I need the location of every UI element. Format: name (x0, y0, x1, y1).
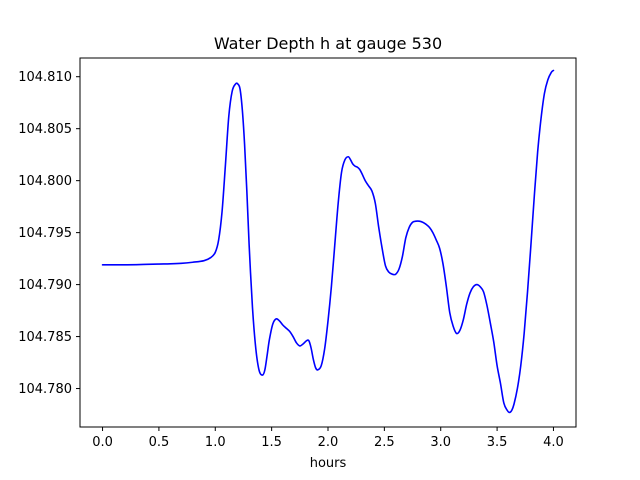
x-tick-label: 4.0 (543, 435, 564, 450)
chart-title: Water Depth h at gauge 530 (214, 34, 442, 53)
axes-frame (79, 57, 577, 428)
x-tick-label: 2.0 (318, 435, 339, 450)
y-tick-label: 104.780 (18, 382, 72, 397)
y-tick-label: 104.805 (18, 122, 72, 137)
x-tick-label: 2.5 (374, 435, 395, 450)
y-tick-label: 104.810 (18, 70, 72, 85)
x-axis-label: hours (310, 456, 347, 471)
x-tick-label: 1.0 (205, 435, 226, 450)
axis-ticks: 0.0 0.5 1.0 1.5 2.0 2.5 3.0 3.5 4.0 104.780 104.78… (18, 70, 564, 450)
y-tick-label: 104.785 (18, 330, 72, 345)
y-tick-label: 104.795 (18, 226, 72, 241)
x-tick-label: 3.5 (487, 435, 508, 450)
y-tick-label: 104.800 (18, 174, 72, 189)
x-tick-label: 1.5 (261, 435, 282, 450)
x-tick-label: 3.0 (430, 435, 451, 450)
x-tick-label: 0.5 (149, 435, 170, 450)
x-tick-label: 0.0 (92, 435, 113, 450)
y-tick-label: 104.790 (18, 278, 72, 293)
plot-area (101, 69, 555, 414)
series-line (101, 69, 555, 414)
